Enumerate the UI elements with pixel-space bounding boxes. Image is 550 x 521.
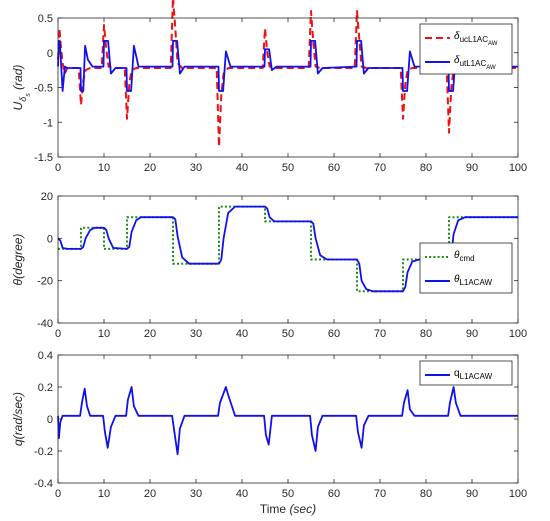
y-axis-label-text: Uδs (rad) — [11, 65, 32, 111]
series-line-2 — [57, 40, 518, 92]
series-line-1 — [57, 386, 518, 456]
x-tick-label: 20 — [144, 488, 156, 500]
y-tick-label: -0.4 — [34, 478, 53, 490]
y-tick-label: 0.5 — [38, 13, 53, 25]
legend: qL1ACAW — [419, 360, 513, 386]
legend: δucL1ACAW δutL1ACAW — [419, 23, 513, 75]
x-tick-label: 80 — [420, 328, 432, 340]
x-tick-label: 70 — [374, 162, 386, 174]
x-tick-label: 60 — [328, 488, 340, 500]
x-tick-label: 90 — [466, 328, 478, 340]
x-tick-label: 70 — [374, 488, 386, 500]
legend-label-1: qL1ACAW — [454, 368, 493, 381]
series-line-1 — [57, 0, 518, 148]
x-tick-label: 50 — [282, 328, 294, 340]
legend: θcmd θL1ACAW — [419, 242, 513, 294]
y-tick-label: 0.4 — [38, 350, 53, 362]
y-tick-label: 0 — [47, 233, 53, 245]
x-tick-label: 10 — [98, 488, 110, 500]
y-axis-label: θ(degree) — [11, 234, 25, 286]
x-tick-label: 80 — [420, 488, 432, 500]
x-tick-label: 0 — [55, 488, 61, 500]
y-tick-label: 0.2 — [38, 382, 53, 394]
x-tick-label: 100 — [509, 162, 527, 174]
x-tick-label: 50 — [282, 488, 294, 500]
x-tick-label: 40 — [236, 328, 248, 340]
legend-label-1: θcmd — [454, 250, 475, 263]
x-tick-label: 90 — [466, 488, 478, 500]
y-tick-label: -1.5 — [34, 152, 53, 164]
x-tick-label: 90 — [466, 162, 478, 174]
chart-panel-2: 0 10 20 30 40 50 60 70 80 90 100 -40 -20 0 20 θ(degree)… — [11, 191, 527, 340]
y-tick-label: -0.5 — [34, 83, 53, 95]
x-axis-label: Time (sec) — [260, 502, 316, 516]
x-tick-label: 80 — [420, 162, 432, 174]
chart-panel-3: 0 10 20 30 40 50 60 70 80 90 100 -0.4 -0.2 0 0.2 0.4 q(r… — [11, 350, 527, 516]
legend-box — [419, 23, 513, 75]
y-tick-label: -40 — [37, 318, 53, 330]
legend-label-1: δucL1ACAW — [454, 31, 498, 47]
x-tick-label: 30 — [190, 162, 202, 174]
legend-box — [419, 242, 513, 294]
x-tick-label: 0 — [55, 328, 61, 340]
x-tick-label: 20 — [144, 328, 156, 340]
x-tick-label: 70 — [374, 328, 386, 340]
x-tick-label: 100 — [509, 488, 527, 500]
x-tick-label: 20 — [144, 162, 156, 174]
x-tick-label: 40 — [236, 488, 248, 500]
x-tick-label: 30 — [190, 488, 202, 500]
legend-box — [419, 360, 513, 386]
x-tick-label: 60 — [328, 328, 340, 340]
x-tick-label: 100 — [509, 328, 527, 340]
legend-label-2: θL1ACAW — [454, 274, 492, 287]
x-tick-label: 50 — [282, 162, 294, 174]
x-tick-label: 0 — [55, 162, 61, 174]
x-tick-label: 60 — [328, 162, 340, 174]
y-axis-label-text: θ(degree) — [11, 234, 25, 286]
y-tick-label: 0 — [47, 48, 53, 60]
x-tick-label: 30 — [190, 328, 202, 340]
series-line-2 — [57, 205, 518, 293]
chart-panel-1: 0 10 20 30 40 50 60 70 80 90 100 -1.5 -1 -0.5 0 0.5 Uδs … — [11, 0, 527, 174]
y-tick-label: -20 — [37, 276, 53, 288]
y-tick-label: 20 — [41, 191, 53, 203]
x-tick-label: 10 — [98, 162, 110, 174]
legend-label-2: δutL1ACAW — [454, 55, 496, 71]
x-tick-label: 10 — [98, 328, 110, 340]
y-tick-label: 0 — [47, 414, 53, 426]
y-axis-label: q(rad/sec) — [11, 392, 25, 446]
x-tick-label: 40 — [236, 162, 248, 174]
y-tick-label: -1 — [43, 117, 53, 129]
y-axis-label-text: q(rad/sec) — [11, 392, 25, 446]
y-tick-label: -0.2 — [34, 446, 53, 458]
y-axis-label: Uδs (rad) — [11, 65, 32, 111]
